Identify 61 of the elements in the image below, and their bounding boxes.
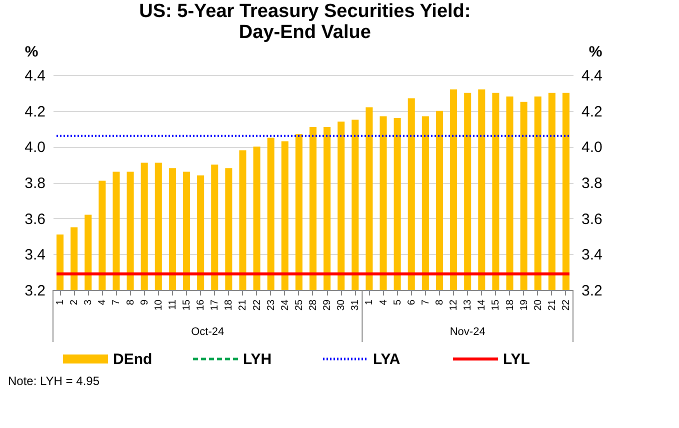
x-tick-label: 23 xyxy=(266,299,277,311)
chart-title: US: 5-Year Treasury Securities Yield: Day-End Value xyxy=(139,1,471,43)
x-tick-label: 15 xyxy=(182,299,193,311)
x-tick-label: 2 xyxy=(69,299,80,306)
y-tick-label: 4.2 xyxy=(24,103,46,120)
x-tick-label: 18 xyxy=(224,299,235,311)
x-tick-label: 28 xyxy=(308,299,319,311)
y2-tick-label: 3.6 xyxy=(582,210,602,228)
x-tick-label: 14 xyxy=(476,299,488,311)
x-tick-label: 21 xyxy=(546,299,558,311)
x-tick-label: 8 xyxy=(434,299,446,306)
x-tick-label: 17 xyxy=(210,299,221,311)
x-tick-label: 13 xyxy=(462,299,474,311)
x-tick-label: 20 xyxy=(532,299,544,311)
y2-axis-title: % xyxy=(588,44,602,60)
x-tick-label: 10 xyxy=(153,299,164,311)
x-tick-label: 1 xyxy=(364,299,376,306)
x-tick-label: 21 xyxy=(238,299,249,311)
legend-label: DEnd xyxy=(113,351,152,368)
y-tick-label: 4.0 xyxy=(24,139,46,156)
y2-tick-label: 4.4 xyxy=(582,68,602,84)
x-tick-label: 22 xyxy=(560,299,572,311)
x-tick-label: 30 xyxy=(336,299,348,311)
x-tick-label: 8 xyxy=(125,299,136,306)
y-tick-label: 3.4 xyxy=(24,246,46,264)
x-tick-label: 24 xyxy=(280,299,291,311)
x-tick-label: 25 xyxy=(294,299,305,311)
x-tick-label: 7 xyxy=(420,299,432,306)
x-tick-label: 7 xyxy=(111,299,122,306)
legend-label: LYH xyxy=(243,351,272,368)
x-tick-label: 29 xyxy=(322,299,334,311)
y-tick-label: 3.6 xyxy=(24,210,46,228)
x-tick-label: 4 xyxy=(97,299,108,306)
x-tick-label: 16 xyxy=(196,299,207,311)
x-tick-label: 18 xyxy=(504,299,516,311)
x-tick-label: 19 xyxy=(518,299,530,311)
x-tick-label: 9 xyxy=(139,299,150,306)
x-tick-label: 15 xyxy=(490,299,502,311)
y-tick-label: 3.2 xyxy=(24,282,46,300)
x-tick-label: 12 xyxy=(448,299,460,311)
y-axis-title: % xyxy=(24,44,38,60)
y2-tick-label: 3.8 xyxy=(582,175,602,192)
x-tick-label: 1 xyxy=(55,299,66,306)
text: Note: LYH = 4.95 xyxy=(8,374,100,388)
legend-label: LYA xyxy=(373,351,400,368)
x-tick-label: 3 xyxy=(83,299,94,306)
y2-tick-label: 4.0 xyxy=(582,139,602,156)
y2-tick-label: 4.2 xyxy=(582,103,602,120)
x-tick-label: 31 xyxy=(350,299,362,311)
x-tick-label: 6 xyxy=(406,299,418,306)
y-tick-label: 4.4 xyxy=(24,68,46,84)
x-tick-label: 4 xyxy=(378,299,390,306)
legend-label: LYL xyxy=(503,351,530,368)
y2-tick-label: 3.2 xyxy=(582,282,602,300)
text: Oct-24 xyxy=(191,326,224,338)
y2-tick-label: 3.4 xyxy=(582,246,602,264)
x-tick-label: 22 xyxy=(252,299,263,311)
text: Nov-24 xyxy=(450,326,486,338)
x-tick-label: 11 xyxy=(167,299,178,310)
y-tick-label: 3.8 xyxy=(24,175,46,192)
x-tick-label: 5 xyxy=(392,299,404,306)
